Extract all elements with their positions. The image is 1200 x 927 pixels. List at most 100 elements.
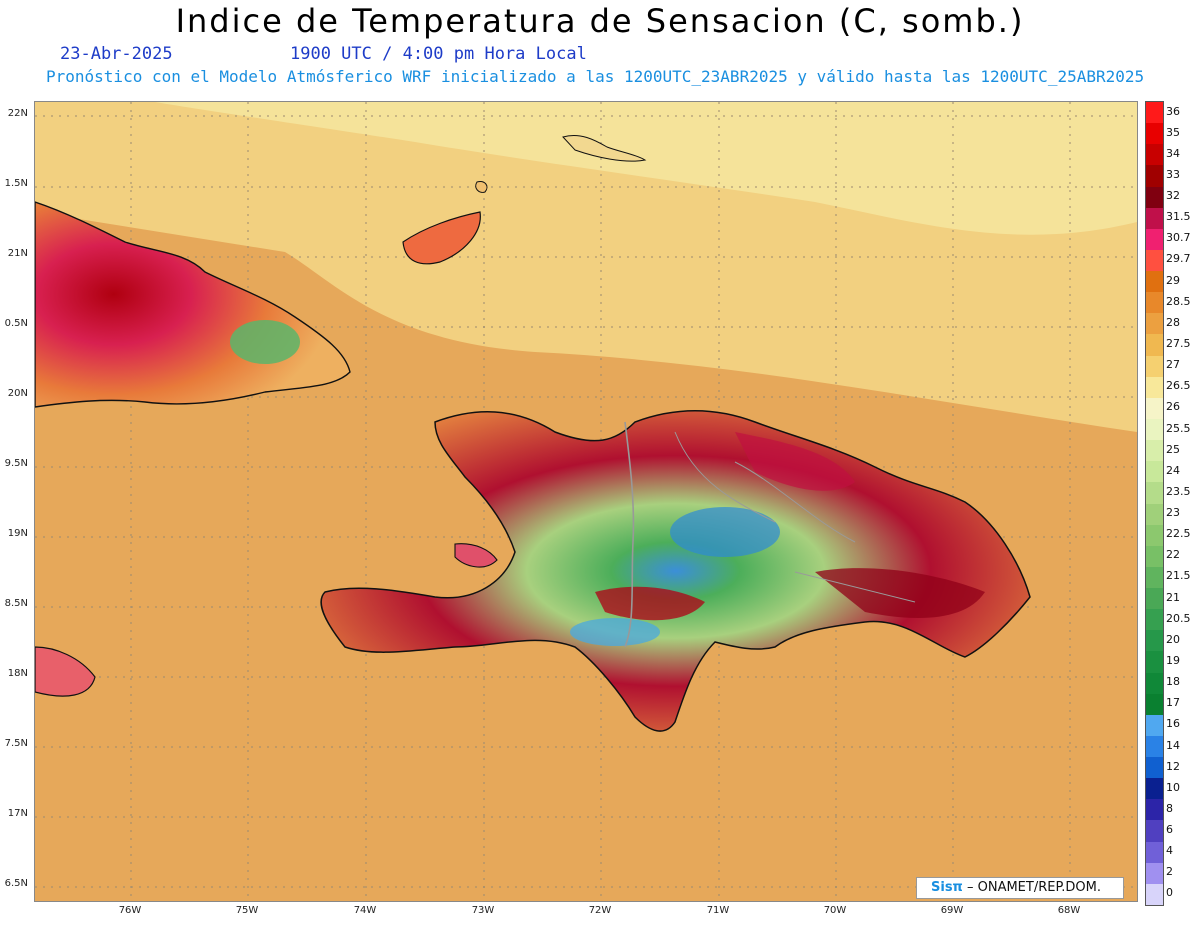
colorbar-swatch <box>1146 313 1163 335</box>
colorbar-swatch <box>1146 672 1163 695</box>
colorbar-swatch <box>1146 207 1163 230</box>
lon-label: 71W <box>706 905 730 916</box>
lon-label: 72W <box>588 905 612 916</box>
lat-label: 18N <box>7 668 28 679</box>
colorbar-swatch <box>1146 630 1163 652</box>
colorbar-label: 25.5 <box>1166 421 1191 435</box>
turks-caicos-islands <box>562 134 647 162</box>
colorbar-swatch <box>1146 799 1163 821</box>
colorbar-label: 18 <box>1166 675 1180 689</box>
colorbar-label: 20 <box>1166 632 1180 646</box>
lon-label: 70W <box>823 905 847 916</box>
colorbar-label: 36 <box>1166 104 1180 118</box>
colorbar-label: 12 <box>1166 759 1180 773</box>
colorbar-label: 29 <box>1166 273 1180 287</box>
forecast-time: 1900 UTC / 4:00 pm Hora Local <box>290 44 587 64</box>
colorbar-swatch <box>1146 524 1163 547</box>
lat-label: 22N <box>7 108 28 119</box>
jamaica-landmass <box>35 646 96 697</box>
colorbar-label: 17 <box>1166 696 1180 710</box>
colorbar-label: 4 <box>1166 844 1173 858</box>
colorbar-swatch <box>1146 651 1163 674</box>
colorbar-label: 25 <box>1166 442 1180 456</box>
colorbar-label: 6 <box>1166 823 1173 837</box>
lat-label: 6.5N <box>4 878 28 889</box>
colorbar-label: 0 <box>1166 886 1173 900</box>
lat-label: 9.5N <box>4 458 28 469</box>
colorbar-swatch <box>1146 461 1163 483</box>
lat-label: 1.5N <box>4 178 28 189</box>
colorbar-label: 22.5 <box>1166 527 1191 541</box>
colorbar-swatch <box>1146 165 1163 188</box>
colorbar-swatch <box>1146 292 1163 314</box>
colorbar-label: 2 <box>1166 865 1173 879</box>
colorbar-swatch <box>1146 440 1163 462</box>
forecast-date: 23-Abr-2025 <box>60 44 173 64</box>
credit-text: – ONAMET/REP.DOM. <box>962 880 1101 895</box>
sierra-cool-zone <box>570 618 660 646</box>
lat-label: 8.5N <box>4 598 28 609</box>
colorbar-swatch <box>1146 820 1163 843</box>
colorbar-label: 20.5 <box>1166 611 1191 625</box>
colorbar-label: 21 <box>1166 590 1180 604</box>
graticule <box>35 102 1137 901</box>
colorbar-label: 23 <box>1166 506 1180 520</box>
colorbar-swatch <box>1146 714 1163 737</box>
colorbar-swatch <box>1146 778 1163 800</box>
north-ocean-cool <box>155 102 1137 235</box>
colorbar-label: 16 <box>1166 717 1180 731</box>
colorbar-label: 24 <box>1166 463 1180 477</box>
province-borders <box>674 431 916 603</box>
colorbar-swatch <box>1146 249 1163 272</box>
colorbar-label: 30.7 <box>1166 231 1191 245</box>
lat-label: 21N <box>7 248 28 259</box>
colorbar <box>1145 101 1164 906</box>
colorbar-label: 32 <box>1166 189 1180 203</box>
colorbar-swatch <box>1146 693 1163 716</box>
colorbar-swatch <box>1146 588 1163 610</box>
colorbar-label: 34 <box>1166 146 1180 160</box>
map-panel[interactable] <box>34 101 1138 902</box>
colorbar-label: 10 <box>1166 780 1180 794</box>
lon-label: 76W <box>118 905 142 916</box>
cay-island <box>475 181 488 193</box>
colorbar-label: 35 <box>1166 125 1180 139</box>
lon-label: 68W <box>1057 905 1081 916</box>
colorbar-label: 26 <box>1166 400 1180 414</box>
cuba-cool-zone <box>230 320 300 364</box>
colorbar-label: 21.5 <box>1166 569 1191 583</box>
heat-index-map[interactable] <box>35 102 1137 901</box>
colorbar-swatch <box>1146 609 1163 631</box>
colorbar-swatch <box>1146 397 1163 420</box>
cordillera-cool-zone <box>670 507 780 557</box>
lon-label: 69W <box>940 905 964 916</box>
colorbar-swatch <box>1146 418 1163 441</box>
colorbar-label: 26.5 <box>1166 379 1191 393</box>
hispaniola-landmass <box>320 410 1031 732</box>
lon-label: 74W <box>353 905 377 916</box>
colorbar-label: 28 <box>1166 315 1180 329</box>
lat-label: 0.5N <box>4 318 28 329</box>
colorbar-swatch <box>1146 355 1163 378</box>
colorbar-swatch <box>1146 186 1163 209</box>
colorbar-label: 33 <box>1166 167 1180 181</box>
gonave-island <box>454 543 498 568</box>
colorbar-swatch <box>1146 334 1163 357</box>
colorbar-label: 28.5 <box>1166 294 1191 308</box>
colorbar-swatch <box>1146 545 1163 568</box>
colorbar-label: 23.5 <box>1166 484 1191 498</box>
colorbar-swatch <box>1146 482 1163 504</box>
page-title: Indice de Temperatura de Sensacion (C, s… <box>175 2 1025 40</box>
colorbar-swatch <box>1146 883 1163 906</box>
colorbar-swatch <box>1146 735 1163 758</box>
country-border <box>624 421 635 648</box>
sispi-logo: Sisπ <box>931 880 963 895</box>
colorbar-swatch <box>1146 123 1163 145</box>
colorbar-swatch <box>1146 271 1163 293</box>
lat-label: 19N <box>7 528 28 539</box>
credit-box: Sisπ – ONAMET/REP.DOM. <box>916 877 1124 899</box>
colorbar-label: 29.7 <box>1166 252 1191 266</box>
colorbar-swatch <box>1146 862 1163 885</box>
lon-label: 73W <box>471 905 495 916</box>
colorbar-swatch <box>1146 757 1163 779</box>
